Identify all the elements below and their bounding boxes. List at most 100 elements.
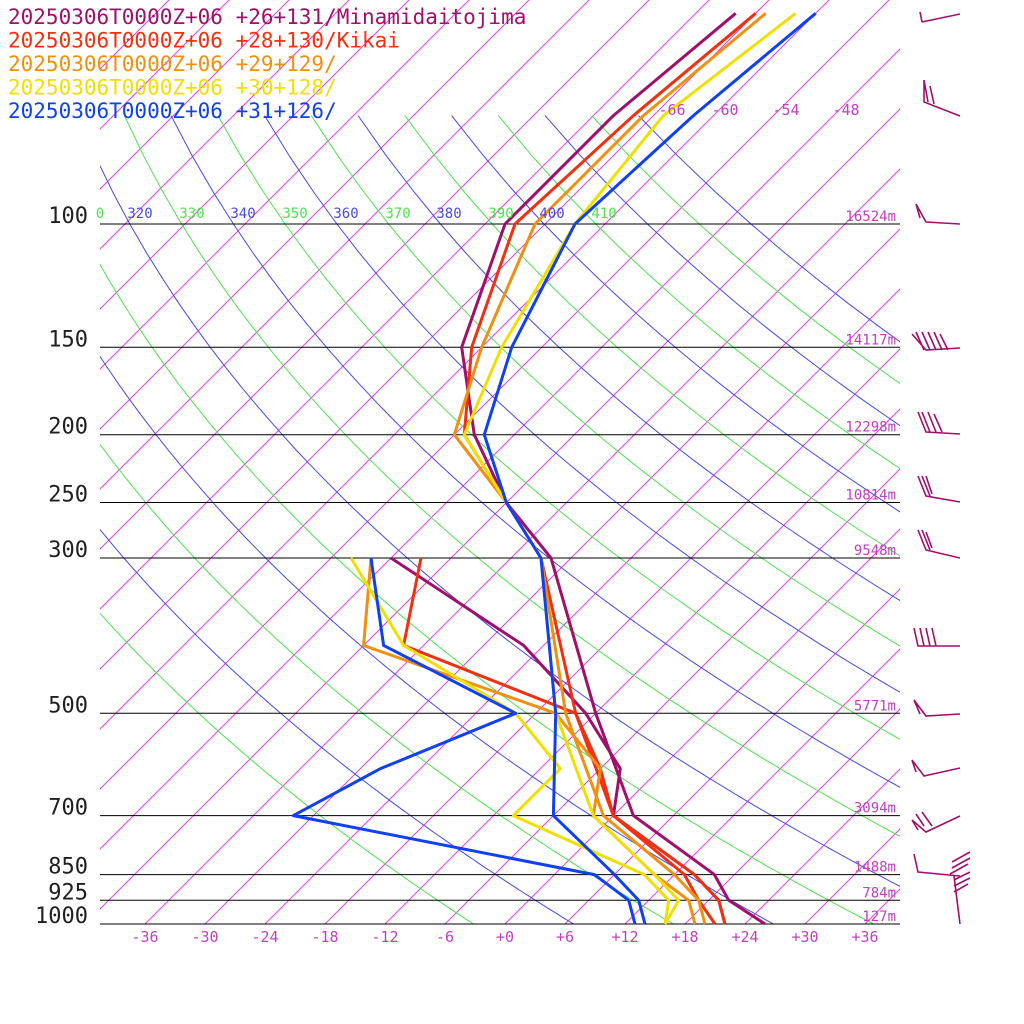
temperature-line [460,12,766,926]
height-label: 5771m [854,698,896,714]
temperature-tick-label: +24 [731,928,758,946]
temperature-tick-label: +0 [496,928,514,946]
temperature-tick-label: +30 [791,928,818,946]
theta-label: 330 [179,206,204,222]
isotherm-line [925,0,1024,924]
height-label: 1488m [854,860,896,876]
isotherm-line [100,0,710,610]
isotherm-line [100,108,900,910]
dry-adiabat-line [310,115,900,647]
legend-entry: 20250306T0000Z+06 +29+129/ [8,52,337,76]
isotherm-line [504,528,900,924]
theta-label: 350 [282,206,307,222]
dry-adiabat-line [451,115,900,513]
dry-adiabat-line [100,528,574,924]
dewpoint-line [390,556,727,925]
temperature-tick-label: +36 [851,928,878,946]
isotherm-line [144,168,900,924]
temperature-tick-label: -18 [311,928,338,946]
isotherm-line [100,0,770,670]
isotherm-line [384,408,900,924]
pressure-label: 300 [48,538,88,563]
wind-barb [911,759,961,777]
temperature-line [452,12,767,925]
isotherm-line [100,0,890,790]
pressure-label: 250 [48,483,88,508]
dry-adiabat-line [123,115,900,837]
isotherm-line [204,228,900,924]
dry-adiabat-lines [100,115,900,924]
dry-adiabat-line [100,443,674,924]
height-label: 10814m [845,488,896,504]
isotherm-line [100,0,830,730]
height-label: 12298m [845,420,896,436]
temperature-tick-label: -30 [191,928,218,946]
dry-adiabat-line [591,115,900,385]
upper-isotherm-label: -54 [772,101,799,119]
dry-adiabat-line [264,115,900,693]
pressure-label: 700 [48,796,88,821]
wind-barb [953,871,971,925]
wind-barb [919,11,961,23]
wind-barb [917,529,961,559]
pressure-label: 500 [48,693,88,718]
pressure-label: 200 [48,415,88,440]
upper-isotherm-label: -60 [711,101,738,119]
isotherm-lines [100,0,1024,924]
theta-label: 400 [539,206,564,222]
dry-adiabat-line [100,164,900,888]
pressure-label: 925 [48,880,88,905]
wind-barb [913,699,961,717]
sounding-profiles [291,12,817,926]
theta-label: 410 [591,206,616,222]
dry-adiabat-line [497,115,900,470]
dewpoint-line [291,557,637,925]
chart-labels: 100 16524m 150 14117m 200 12298m 250 10814m 300 9… [8,5,896,946]
isotherm-line [444,468,900,924]
isotherm-line [100,48,900,850]
isobar-lines [100,223,900,925]
temperature-line [482,12,817,925]
isotherm-line [100,0,410,310]
theta-label: 320 [127,206,152,222]
temperature-tick-label: -6 [436,928,454,946]
theta-label: 370 [385,206,410,222]
height-label: 3094m [854,801,896,817]
temperature-line [462,12,797,925]
upper-isotherm-label: -48 [832,101,859,119]
dry-adiabat-line [544,115,900,427]
isotherm-line [100,0,530,430]
dewpoint-line [362,557,697,925]
temperature-tick-label: +12 [611,928,638,946]
theta-label: 0 [96,206,104,222]
pressure-label: 850 [48,855,88,880]
height-label: 14117m [845,332,896,348]
theta-label: 390 [488,206,513,222]
isotherm-line [564,588,900,924]
dewpoint-line [349,557,671,925]
upper-isotherm-label: -66 [658,101,685,119]
wind-barb [911,811,961,833]
isotherm-line [100,0,650,550]
dry-adiabat-line [404,115,900,557]
wind-barb [917,475,961,503]
dry-adiabat-line [217,115,900,740]
isotherm-line [985,0,1024,924]
wind-barb [911,331,961,351]
isotherm-line [624,648,900,924]
legend-entry: 20250306T0000Z+06 +31+126/ [8,99,337,123]
isotherm-line [100,0,590,490]
pressure-label: 150 [48,327,88,352]
legend-entry: 20250306T0000Z+06 +26+131/Minamidaitojim… [8,5,526,29]
height-label: 16524m [845,209,896,225]
dry-adiabat-line [170,115,900,788]
pressure-label: 100 [48,204,88,229]
wind-barb [913,851,971,877]
temperature-tick-label: -36 [131,928,158,946]
dry-adiabat-line [638,115,900,343]
height-label: 9548m [854,543,896,559]
isotherm-line [804,828,900,924]
isotherm-line [264,288,900,924]
isotherm-line [684,708,900,924]
